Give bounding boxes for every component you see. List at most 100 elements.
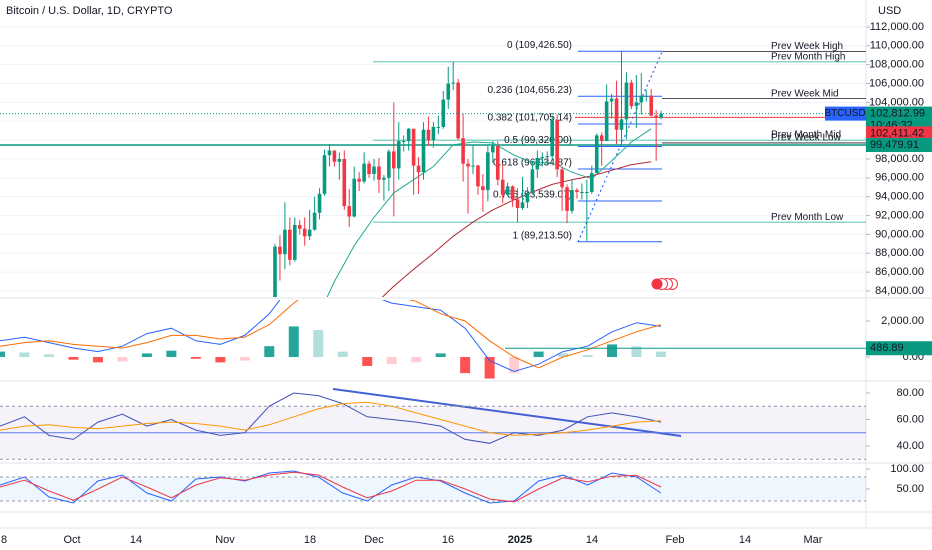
candle-body xyxy=(347,206,352,217)
candle-body xyxy=(659,113,663,118)
histogram-bar xyxy=(533,351,544,357)
candle-body xyxy=(436,126,441,128)
rsi-trend-line xyxy=(332,388,682,437)
candle-body xyxy=(634,102,639,107)
candle-body xyxy=(372,166,376,175)
symbol-tag-label: BTCUSD xyxy=(824,108,865,119)
candle-body xyxy=(599,135,604,142)
candle-body xyxy=(322,155,327,194)
candle-body xyxy=(317,193,322,213)
candle-body xyxy=(500,179,505,195)
fib-label: 0.5 (99,320.00) xyxy=(504,135,572,146)
y-tick-label: 100.00 xyxy=(890,463,924,475)
y-tick-label: 108,000.00 xyxy=(869,59,924,71)
candle-body xyxy=(456,82,460,139)
candle-body xyxy=(560,169,564,188)
x-tick-label: 16 xyxy=(442,534,454,546)
candle-body xyxy=(293,224,297,260)
fib-label: 1 (89,213.50) xyxy=(513,230,573,241)
level-label: Prev Month High xyxy=(771,51,845,62)
candle-body xyxy=(411,128,416,166)
currency-label: USD xyxy=(878,5,901,17)
candle-body xyxy=(297,224,302,229)
y-tick-label: 40.00 xyxy=(896,440,924,452)
candle-body xyxy=(367,163,371,175)
candle-body xyxy=(619,119,624,130)
x-tick-label: 14 xyxy=(586,534,598,546)
candle-body xyxy=(481,186,485,191)
histogram-bar xyxy=(435,353,446,357)
histogram-bar xyxy=(313,330,324,357)
y-tick-label: 80.00 xyxy=(896,387,924,399)
countdown-label: 10:46:32 xyxy=(870,119,913,131)
y-tick-label: 60.00 xyxy=(896,413,924,425)
candle-body xyxy=(421,129,426,173)
candle-body xyxy=(352,178,356,217)
histogram-bar xyxy=(362,356,373,366)
histogram-bar xyxy=(19,352,30,357)
y-tick-label: 104,000.00 xyxy=(869,96,924,108)
histogram-bar xyxy=(264,346,275,357)
y-tick-label: 88,000.00 xyxy=(875,247,924,259)
candle-body xyxy=(441,99,446,127)
histogram-bar xyxy=(484,356,495,379)
y-tick-label: 2,000.00 xyxy=(881,315,924,327)
price-tag xyxy=(866,126,932,141)
fib-label: 0.786 (93,539.07) xyxy=(493,190,572,201)
histogram-bar xyxy=(288,326,299,357)
histogram-bar xyxy=(166,350,177,357)
level-label: Prev Month Low xyxy=(771,212,844,223)
histogram-bar xyxy=(190,356,201,359)
indicator-line xyxy=(0,300,662,369)
candle-body xyxy=(540,157,545,159)
price-tag-label: 486.89 xyxy=(870,342,904,354)
symbol-title: Bitcoin / U.S. Dollar, 1D, CRYPTO xyxy=(6,5,173,17)
candle-body xyxy=(416,165,421,173)
candle-body xyxy=(594,135,599,174)
candle-body xyxy=(580,191,584,193)
level-label: Prev Week High xyxy=(771,41,843,52)
pane xyxy=(0,300,866,379)
candle-body xyxy=(446,83,451,100)
event-icon[interactable] xyxy=(651,278,678,290)
fib-label: 0 (109,426.50) xyxy=(507,40,572,51)
candle-body xyxy=(624,82,629,120)
price-tag-label: 102,411.42 xyxy=(870,127,924,139)
histogram-bar xyxy=(141,353,152,357)
y-tick-label: 50.00 xyxy=(896,483,924,495)
candle-body xyxy=(565,187,569,211)
candle-body xyxy=(590,173,594,192)
candle-body xyxy=(362,163,366,182)
candle-body xyxy=(505,186,510,195)
indicator-line xyxy=(0,392,662,444)
symbol-tag xyxy=(825,106,866,121)
histogram-bar xyxy=(68,356,79,360)
histogram-bar xyxy=(460,356,471,374)
candle-body xyxy=(377,166,381,180)
x-tick-label: 14 xyxy=(130,534,142,546)
band xyxy=(0,477,866,501)
y-tick-label: 110,000.00 xyxy=(870,40,924,52)
histogram-bar xyxy=(92,356,103,363)
x-tick-label: 18 xyxy=(304,534,316,546)
pane xyxy=(0,470,866,504)
indicator-line xyxy=(0,401,662,436)
y-tick-label: 96,000.00 xyxy=(875,172,924,184)
candle-body xyxy=(476,165,480,187)
level-label: Prev Month Mid xyxy=(771,130,841,141)
candle-body xyxy=(312,212,317,230)
price-tag-label: 102,812.99 xyxy=(870,107,925,119)
level-label: Prev Week Mid xyxy=(771,88,839,99)
candle-body xyxy=(545,156,550,158)
x-tick-label: Mar xyxy=(804,534,823,546)
candle-body xyxy=(288,229,292,260)
histogram-bar xyxy=(656,351,666,357)
candle-body xyxy=(585,191,589,193)
histogram-bar xyxy=(43,354,54,357)
candle-body xyxy=(327,150,332,156)
histogram-bar xyxy=(239,356,250,361)
candle-body xyxy=(654,115,658,118)
y-tick-label: 86,000.00 xyxy=(875,266,924,278)
